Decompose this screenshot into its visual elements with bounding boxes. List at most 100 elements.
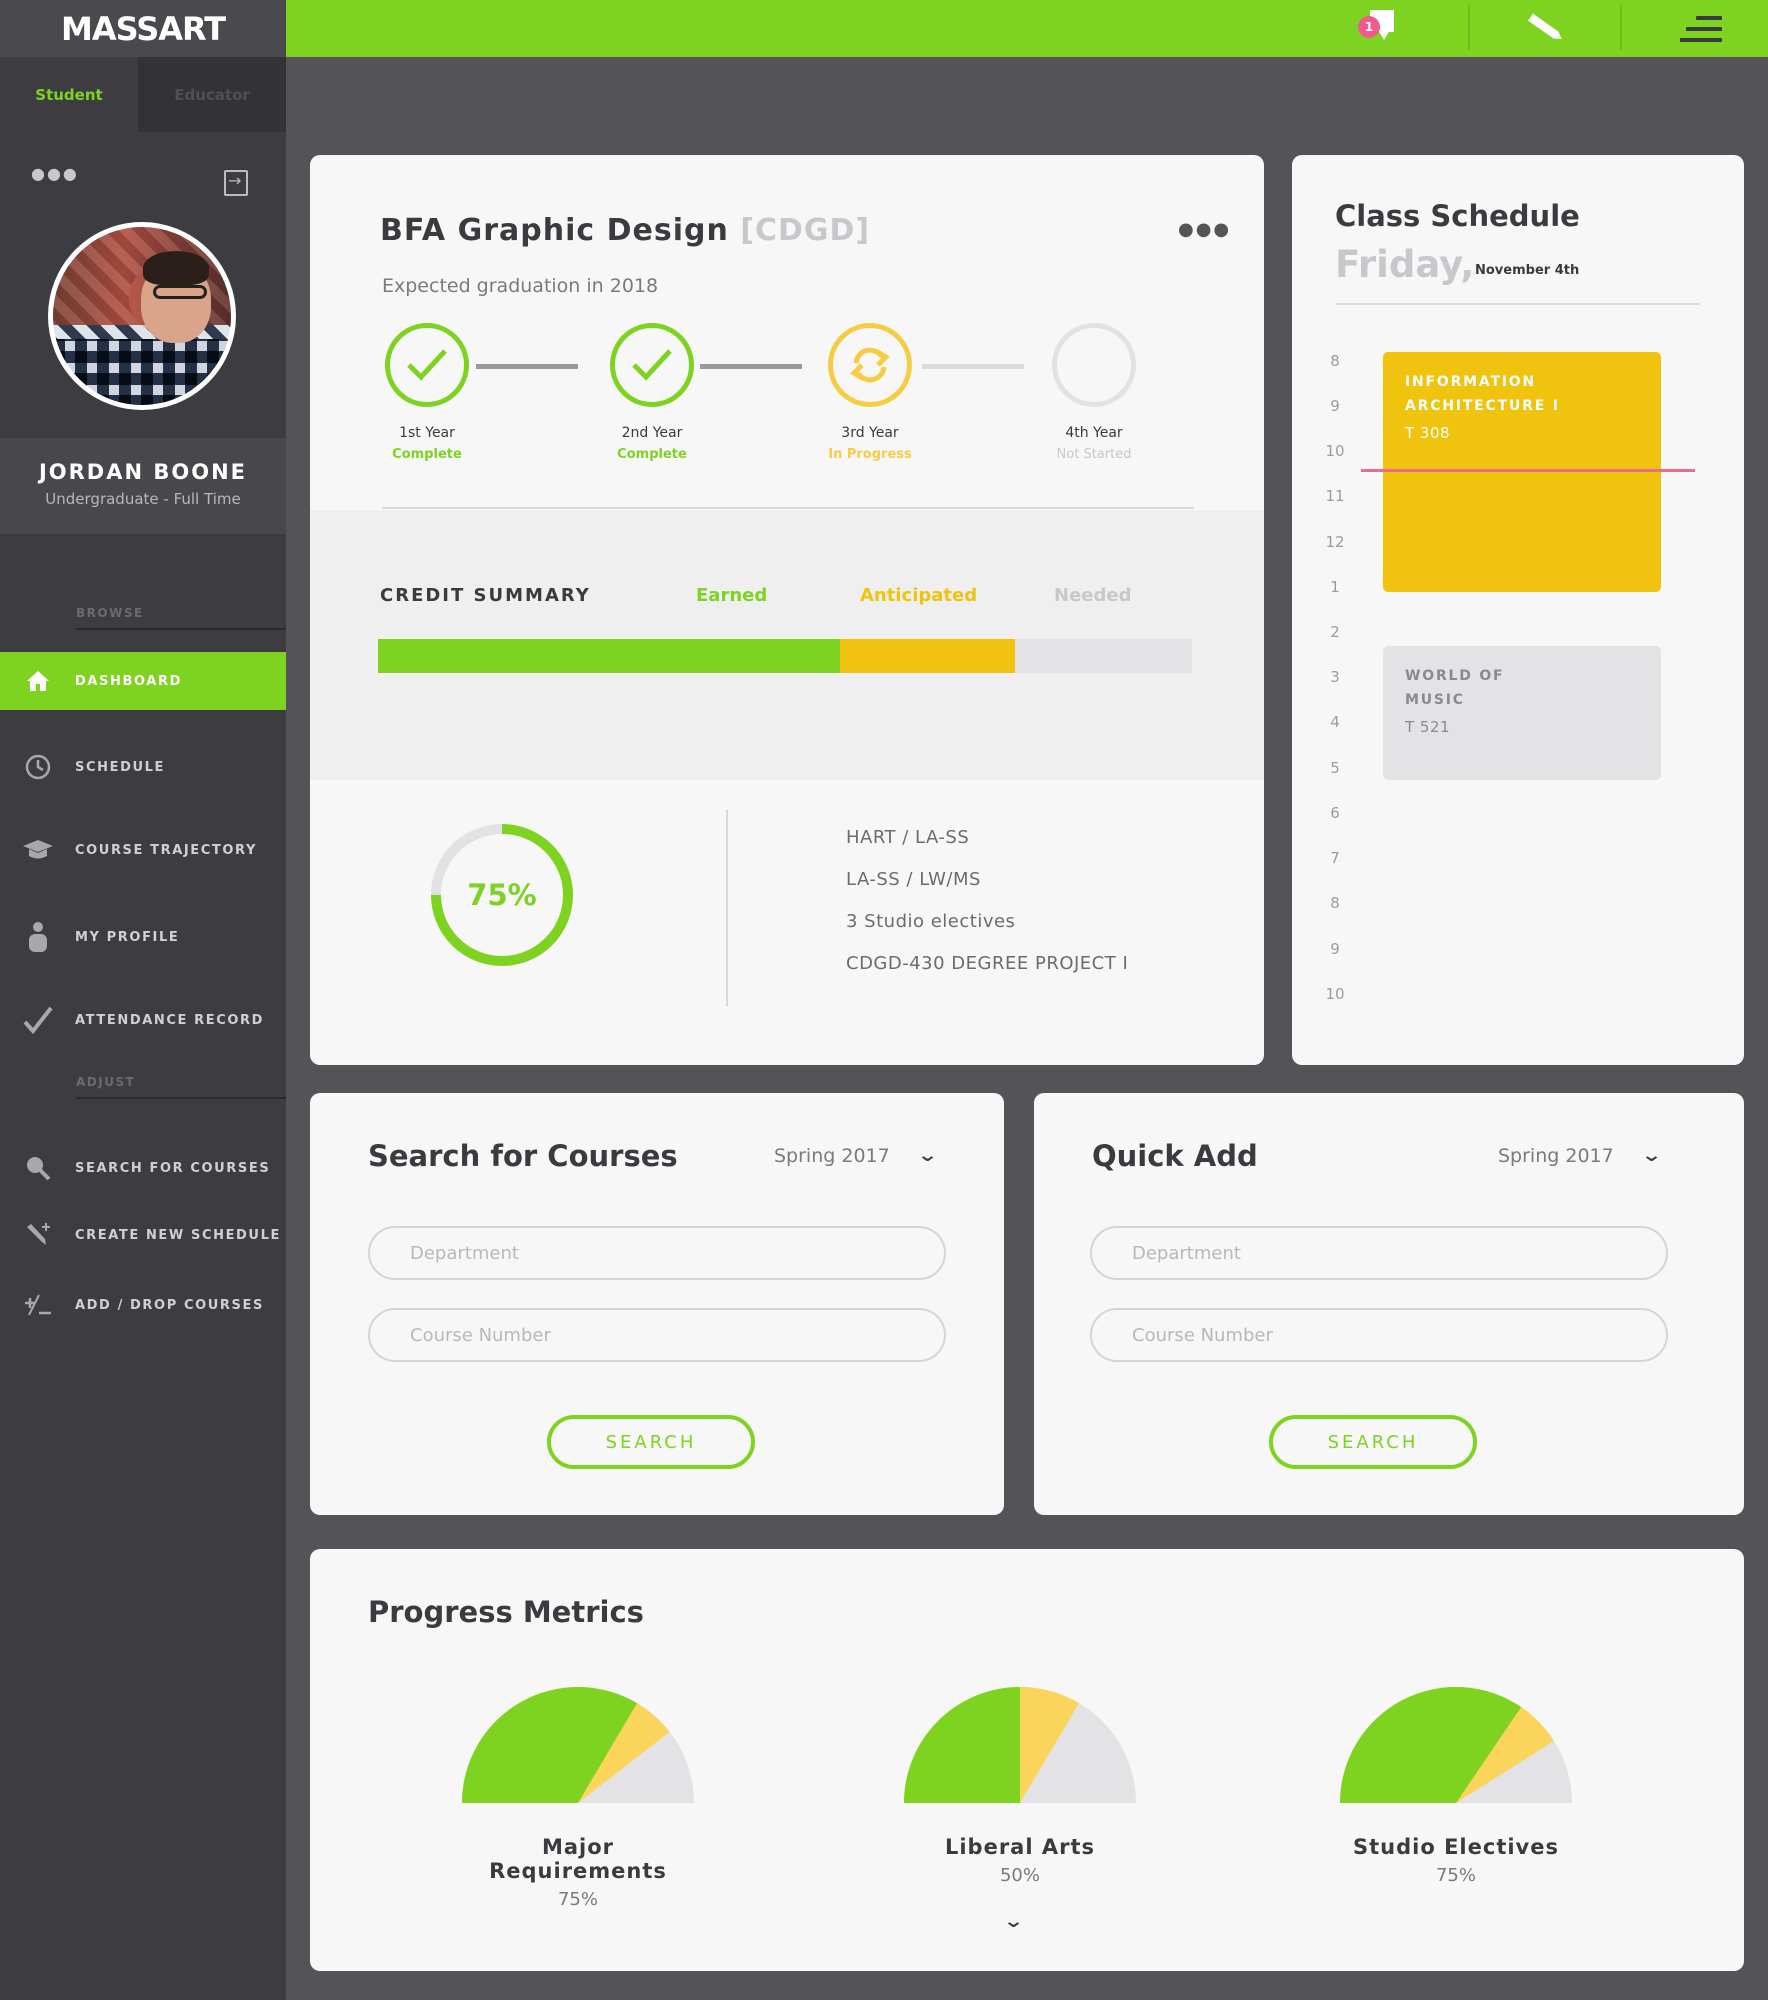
requirement-item: HART / LA-SS xyxy=(846,827,970,848)
profile-panel: ●●● xyxy=(0,132,286,437)
progress-metrics-card: Progress Metrics Major Requirements 75% … xyxy=(310,1549,1744,1971)
search-button[interactable]: SEARCH xyxy=(547,1415,755,1469)
more-options-icon[interactable]: ●●● xyxy=(1178,219,1232,240)
hour-label: 9 xyxy=(1330,397,1340,415)
role-tabs: Student Educator xyxy=(0,57,286,132)
search-button[interactable]: SEARCH xyxy=(1269,1415,1477,1469)
sidebar-item-add-drop-courses[interactable]: ADD / DROP COURSES xyxy=(0,1276,286,1334)
chevron-down-icon[interactable]: ⌄ xyxy=(1002,1911,1025,1932)
hour-label: 8 xyxy=(1330,894,1340,912)
class-name: WORLD OF xyxy=(1405,668,1505,684)
schedule-title: Class Schedule xyxy=(1335,199,1580,233)
user-name: JORDAN BOONE xyxy=(38,460,248,484)
metric-name: Major Requirements xyxy=(489,1835,667,1883)
year-label: 3rd Year xyxy=(841,425,899,441)
hour-label: 7 xyxy=(1330,849,1340,867)
pencil-icon[interactable] xyxy=(1522,5,1565,56)
toolbar-divider xyxy=(1620,4,1622,50)
divider xyxy=(1336,303,1700,305)
sidebar-item-attendance-record[interactable]: ATTENDANCE RECORD xyxy=(0,991,286,1049)
class-schedule-card: Class Schedule Friday, November 4th 8 9 … xyxy=(1292,155,1744,1065)
user-status: Undergraduate - Full Time xyxy=(45,490,241,508)
chevron-down-icon[interactable]: ⌄ xyxy=(916,1145,939,1166)
schedule-date: November 4th xyxy=(1475,263,1580,278)
gauge-earned-segment xyxy=(1340,1687,1522,1803)
class-name: ARCHITECTURE I xyxy=(1405,398,1560,414)
completion-percent: 75% xyxy=(467,878,537,912)
year-label: 1st Year xyxy=(399,425,455,441)
year-connector xyxy=(922,364,1024,369)
requirement-item: LA-SS / LW/MS xyxy=(846,869,981,890)
schedule-day: Friday, xyxy=(1335,243,1475,286)
sidebar-item-label: CREATE NEW SCHEDULE xyxy=(75,1227,281,1243)
legend-earned: Earned xyxy=(696,585,768,606)
brand-logo[interactable]: MASSART xyxy=(0,0,286,57)
course-number-input[interactable] xyxy=(1090,1308,1668,1362)
graduation-cap-icon xyxy=(0,838,75,862)
expected-graduation: Expected graduation in 2018 xyxy=(382,275,659,297)
department-input[interactable] xyxy=(1090,1226,1668,1280)
sidebar-item-create-new-schedule[interactable]: CREATE NEW SCHEDULE xyxy=(0,1206,286,1264)
program-name: BFA Graphic Design xyxy=(380,213,729,248)
half-pie-gauge xyxy=(462,1687,694,1803)
notifications-button[interactable]: 1 xyxy=(1358,10,1396,40)
pencil-plus-icon xyxy=(0,1221,75,1249)
sidebar-item-label: MY PROFILE xyxy=(75,929,180,945)
department-input[interactable] xyxy=(368,1226,946,1280)
sidebar-item-search-for-courses[interactable]: SEARCH FOR COURSES xyxy=(0,1139,286,1197)
nav-section-browse: BROWSE xyxy=(76,606,286,630)
course-number-input[interactable] xyxy=(368,1308,946,1362)
divider xyxy=(726,810,728,1006)
tab-educator[interactable]: Educator xyxy=(138,57,286,132)
check-icon xyxy=(610,323,694,407)
refresh-icon xyxy=(828,323,912,407)
gauge-earned-segment xyxy=(904,1687,1020,1803)
metric-studio-electives: Studio Electives 75% xyxy=(1338,1685,1574,1886)
half-pie-gauge xyxy=(1340,1687,1572,1803)
credit-earned-segment xyxy=(378,639,840,673)
completion-ring-fill xyxy=(431,824,573,966)
divider xyxy=(382,507,1194,509)
more-options-icon[interactable]: ●●● xyxy=(31,164,79,183)
year-label: 2nd Year xyxy=(621,425,683,441)
class-block-world-of-music[interactable]: WORLD OF MUSIC T 521 xyxy=(1383,646,1661,780)
sidebar-item-course-trajectory[interactable]: COURSE TRAJECTORY xyxy=(0,821,286,879)
avatar[interactable] xyxy=(48,222,236,410)
term-select[interactable]: Spring 2017 xyxy=(774,1145,890,1167)
toolbar-divider xyxy=(1468,4,1470,50)
sidebar-item-my-profile[interactable]: MY PROFILE xyxy=(0,908,286,966)
metric-major-requirements: Major Requirements 75% xyxy=(460,1685,696,1910)
year-status: Not Started xyxy=(1056,447,1132,462)
chevron-down-icon[interactable]: ⌄ xyxy=(1640,1145,1663,1166)
tab-student[interactable]: Student xyxy=(0,57,138,132)
term-select[interactable]: Spring 2017 xyxy=(1498,1145,1614,1167)
sidebar-item-schedule[interactable]: SCHEDULE xyxy=(0,738,286,796)
profile-name-block: JORDAN BOONE Undergraduate - Full Time xyxy=(0,438,286,534)
hour-label: 4 xyxy=(1330,713,1340,731)
sidebar-item-label: SEARCH FOR COURSES xyxy=(75,1160,271,1176)
logout-icon[interactable] xyxy=(224,170,248,196)
search-courses-card: Search for Courses Spring 2017 ⌄ SEARCH xyxy=(310,1093,1004,1515)
class-room: T 308 xyxy=(1405,424,1451,442)
clock-icon xyxy=(0,754,75,780)
metric-name: Studio Electives xyxy=(1353,1835,1559,1859)
hour-label: 11 xyxy=(1325,487,1345,505)
top-bar: 1 xyxy=(286,0,1768,57)
sidebar-item-label: ADD / DROP COURSES xyxy=(75,1297,264,1313)
hour-label: 10 xyxy=(1325,985,1345,1003)
hour-label: 3 xyxy=(1330,668,1340,686)
requirement-item: CDGD-430 DEGREE PROJECT I xyxy=(846,953,1129,974)
menu-icon[interactable] xyxy=(1680,16,1722,49)
class-block-information-architecture[interactable]: INFORMATION ARCHITECTURE I T 308 xyxy=(1383,352,1661,592)
metric-liberal-arts: Liberal Arts 50% xyxy=(902,1685,1138,1886)
credit-progress-bar xyxy=(378,639,1192,673)
sidebar-item-label: DASHBOARD xyxy=(75,673,182,689)
completion-ring: 75% xyxy=(428,821,576,969)
quick-add-title: Quick Add xyxy=(1092,1139,1258,1173)
progress-metrics-title: Progress Metrics xyxy=(368,1595,644,1629)
nav-section-adjust: ADJUST xyxy=(76,1075,286,1099)
year-connector xyxy=(700,364,802,369)
sidebar-item-label: ATTENDANCE RECORD xyxy=(75,1012,265,1028)
sidebar-item-dashboard[interactable]: DASHBOARD xyxy=(0,652,286,710)
credit-anticipated-segment xyxy=(839,639,1016,673)
